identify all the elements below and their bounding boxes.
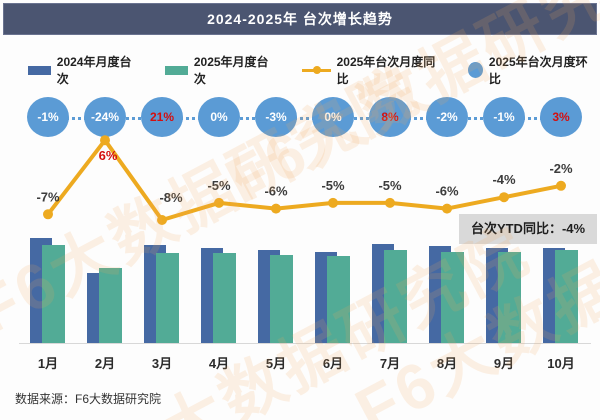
line-point-label: 6% bbox=[99, 148, 118, 163]
line-marker-icon bbox=[302, 65, 331, 75]
line-point bbox=[385, 197, 395, 208]
line-point bbox=[100, 135, 110, 146]
line-point-label: -2% bbox=[549, 161, 573, 176]
bar-2025 bbox=[213, 253, 236, 343]
dotted-connector bbox=[48, 117, 561, 120]
ytd-badge: 台次YTD同比：-4% bbox=[459, 214, 597, 244]
bar-2025-swatch-icon bbox=[165, 65, 188, 75]
line-point-label: -6% bbox=[264, 184, 288, 199]
month-label: 8月 bbox=[436, 356, 458, 371]
bar-2025 bbox=[327, 256, 350, 343]
month-label: 5月 bbox=[265, 356, 287, 371]
legend-label: 2025年月度台次 bbox=[193, 55, 269, 86]
legend-item-mom-circle: 2025年台次月度环比 bbox=[467, 53, 594, 87]
line-point-label: -5% bbox=[321, 178, 345, 193]
ytd-badge-text: 台次YTD同比：-4% bbox=[470, 220, 586, 236]
line-point bbox=[556, 180, 566, 191]
line-point bbox=[214, 197, 224, 208]
bar-2025 bbox=[555, 250, 578, 343]
bar-2025 bbox=[270, 255, 293, 343]
data-source: 数据来源：F6大数据研究院 bbox=[15, 392, 162, 406]
legend-label: 2025年台次月度同比 bbox=[336, 55, 436, 86]
month-label: 6月 bbox=[322, 356, 344, 371]
bar-2025 bbox=[99, 268, 122, 343]
mom-circle: -2% bbox=[426, 97, 468, 137]
line-point bbox=[271, 203, 281, 214]
bar-2025 bbox=[498, 252, 521, 343]
legend-label: 2024年月度台次 bbox=[56, 55, 132, 86]
line-point-label: -5% bbox=[207, 178, 231, 193]
month-label: 4月 bbox=[208, 356, 230, 371]
line-point bbox=[328, 197, 338, 208]
x-axis-line bbox=[19, 343, 591, 344]
month-label: 1月 bbox=[37, 356, 59, 371]
legend-item-2025-bars: 2025年月度台次 bbox=[165, 53, 276, 87]
legend: 2024年月度台次 2025年月度台次 2025年台次月度同比 2025年台次月… bbox=[28, 55, 594, 86]
line-point bbox=[499, 192, 509, 203]
mom-circle: -3% bbox=[255, 97, 297, 137]
mom-circle: -1% bbox=[27, 97, 69, 137]
month-label: 9月 bbox=[493, 356, 515, 371]
month-label: 7月 bbox=[379, 356, 401, 371]
mom-circle: -1% bbox=[483, 97, 525, 137]
title-bar: 2024-2025年 台次增长趋势 bbox=[3, 3, 597, 35]
bar-2025 bbox=[42, 245, 65, 343]
bar-2025 bbox=[156, 253, 179, 343]
bar-2025 bbox=[441, 252, 464, 343]
legend-label: 2025年台次月度环比 bbox=[488, 55, 588, 86]
line-point-label: -7% bbox=[36, 189, 60, 204]
line-point bbox=[442, 203, 452, 214]
mom-circle: 0% bbox=[198, 97, 240, 137]
page-title: 2024-2025年 台次增长趋势 bbox=[207, 11, 393, 27]
line-point-label: -8% bbox=[159, 190, 183, 205]
mom-circle: 0% bbox=[312, 97, 354, 137]
mom-circle: 8% bbox=[369, 97, 411, 137]
mom-circle: -24% bbox=[84, 97, 126, 137]
legend-item-yoy-line: 2025年台次月度同比 bbox=[302, 53, 442, 87]
mom-circle: 21% bbox=[141, 97, 183, 137]
mom-circle: 3% bbox=[540, 97, 582, 137]
bar-2024-swatch-icon bbox=[28, 65, 51, 75]
month-label: 2月 bbox=[94, 356, 116, 371]
yoy-line bbox=[46, 138, 562, 222]
month-label: 10月 bbox=[547, 356, 575, 371]
circle-marker-icon bbox=[467, 62, 483, 78]
line-point-label: -5% bbox=[378, 178, 402, 193]
month-label: 3月 bbox=[151, 356, 173, 371]
legend-item-2024-bars: 2024年月度台次 bbox=[28, 53, 139, 87]
line-point bbox=[157, 215, 167, 225]
line-point bbox=[43, 209, 53, 220]
line-point-label: -4% bbox=[492, 172, 516, 187]
line-point-label: -6% bbox=[435, 184, 459, 199]
bar-2025 bbox=[384, 250, 407, 343]
